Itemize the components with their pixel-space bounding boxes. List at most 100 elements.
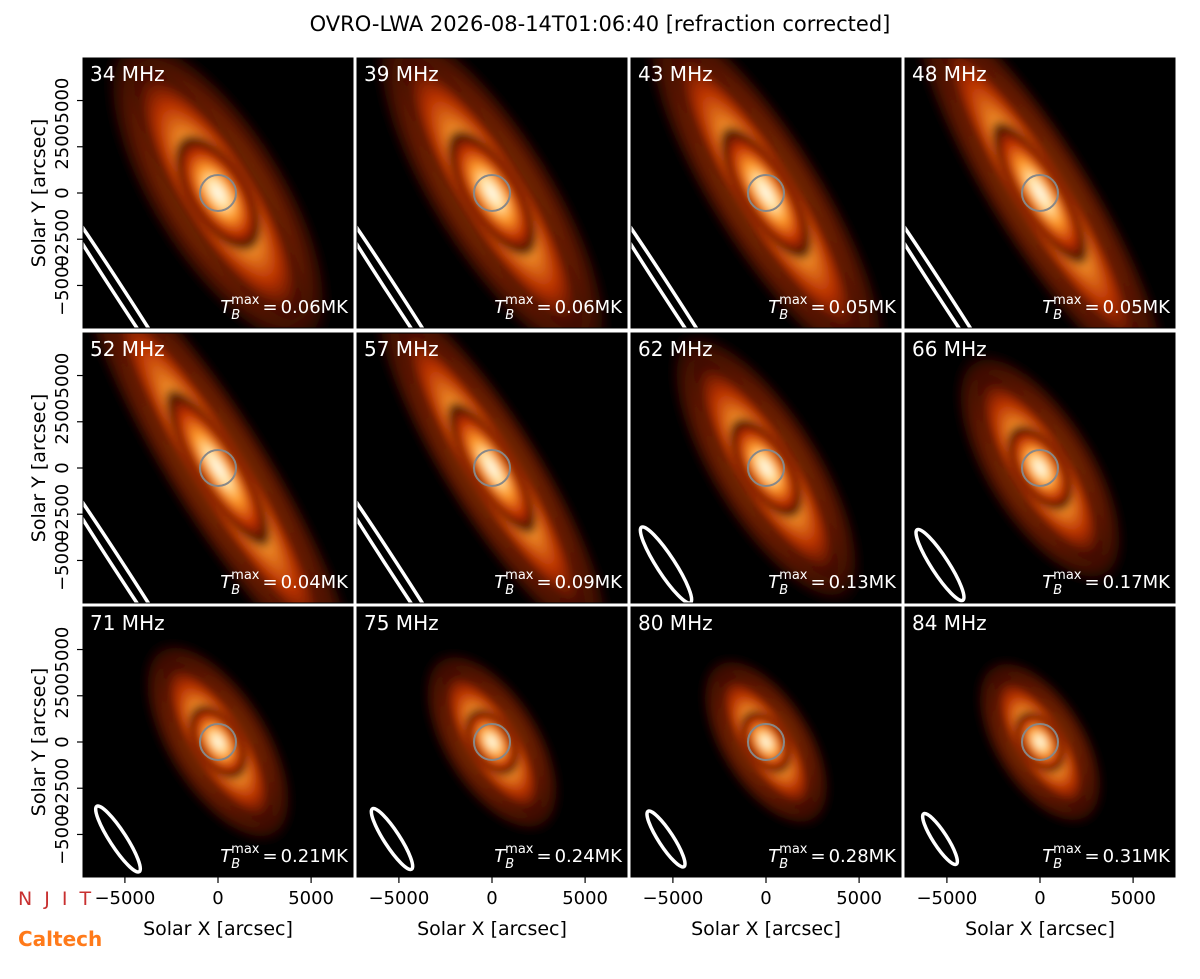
x-tick-label: 5000	[562, 888, 608, 909]
panel	[905, 58, 1175, 328]
y-axis-label: Solar Y [arcsec]	[28, 394, 50, 542]
solar-disk	[199, 174, 237, 212]
emission-center	[1014, 710, 1066, 774]
emission	[905, 58, 1175, 328]
tb-sub: B	[1053, 308, 1062, 323]
njit-logo: N J I T	[18, 888, 94, 910]
panel	[905, 333, 1175, 603]
beam	[920, 811, 960, 867]
emission	[367, 333, 617, 603]
emission-center	[990, 119, 1090, 267]
tb-value: 0.06MK	[281, 297, 350, 318]
x-tick-label: 5000	[836, 888, 882, 909]
tb-sub: B	[1053, 583, 1062, 598]
panel	[83, 58, 353, 328]
panel-frame	[904, 332, 1176, 604]
tb-equals: =	[1084, 846, 1099, 867]
y-tick-label: −2500	[52, 209, 73, 270]
tb-value: 0.05MK	[829, 297, 898, 318]
beam	[357, 170, 471, 328]
y-tick-label: 5000	[52, 78, 73, 124]
emission-center	[173, 133, 263, 253]
frequency-label: 80 MHz	[638, 611, 713, 635]
tb-sup: max	[505, 293, 534, 308]
beam	[905, 170, 1019, 328]
emission-center	[188, 703, 248, 781]
y-tick-label: 5000	[52, 353, 73, 399]
tb-equals: =	[536, 846, 551, 867]
emission-center	[1006, 424, 1074, 512]
tb-sup: max	[231, 293, 260, 308]
tb-max-label: TBmax = 0.06MK	[494, 293, 623, 323]
y-tick-label: 0	[52, 736, 73, 747]
tb-sup: max	[779, 568, 808, 583]
frequency-label: 34 MHz	[90, 62, 165, 86]
tb-sup: max	[505, 842, 534, 857]
y-tick-label: 2500	[52, 124, 73, 170]
emission	[698, 653, 834, 831]
frequency-label: 57 MHz	[364, 337, 439, 361]
x-axis-label: Solar X [arcsec]	[691, 918, 841, 940]
panel	[83, 333, 353, 603]
tb-symbol: T	[1042, 572, 1055, 593]
tb-sup: max	[231, 568, 260, 583]
panel	[357, 607, 627, 877]
frequency-label: 84 MHz	[912, 611, 987, 635]
beam	[93, 804, 143, 874]
tb-symbol: T	[1042, 846, 1055, 867]
tb-symbol: T	[220, 572, 233, 593]
beam	[914, 527, 966, 603]
tb-max-label: TBmax = 0.04MK	[220, 568, 349, 598]
tb-sub: B	[505, 308, 514, 323]
solar-disk	[199, 449, 237, 487]
tb-value: 0.28MK	[829, 846, 898, 867]
tb-sub: B	[1053, 857, 1062, 872]
beam	[631, 170, 745, 328]
x-tick-label: −5000	[94, 888, 155, 909]
y-tick-label: −5000	[52, 804, 73, 865]
tb-equals: =	[262, 297, 277, 318]
tb-value: 0.21MK	[281, 846, 350, 867]
tb-sub: B	[231, 857, 240, 872]
tb-max-label: TBmax = 0.24MK	[494, 842, 623, 872]
tb-equals: =	[1084, 297, 1099, 318]
x-tick-label: −5000	[642, 888, 703, 909]
solar-disk	[199, 723, 237, 761]
panel	[357, 58, 627, 328]
tb-sub: B	[231, 583, 240, 598]
emission-center	[446, 128, 538, 258]
tb-value: 0.17MK	[1103, 572, 1172, 593]
panel	[631, 607, 901, 877]
frequency-label: 62 MHz	[638, 337, 713, 361]
solar-disk	[747, 723, 785, 761]
tb-max-label: TBmax = 0.06MK	[220, 293, 349, 323]
x-tick-label: 0	[212, 888, 223, 909]
tb-symbol: T	[1042, 297, 1055, 318]
frequency-label: 39 MHz	[364, 62, 439, 86]
panel-frame	[356, 57, 628, 329]
tb-sub: B	[505, 857, 514, 872]
tb-sup: max	[1053, 293, 1082, 308]
panel	[357, 333, 627, 603]
solar-disk	[1021, 723, 1059, 761]
tb-equals: =	[810, 846, 825, 867]
tb-value: 0.24MK	[555, 846, 624, 867]
emission	[139, 637, 297, 847]
panel	[905, 607, 1175, 877]
tb-symbol: T	[220, 846, 233, 867]
figure-title: OVRO-LWA 2026-08-14T01:06:40 [refraction…	[310, 12, 891, 36]
tb-value: 0.06MK	[555, 297, 624, 318]
x-tick-label: 0	[1034, 888, 1045, 909]
solar-disk	[747, 174, 785, 212]
tb-sub: B	[779, 583, 788, 598]
y-tick-label: 5000	[52, 627, 73, 673]
tb-max-label: TBmax = 0.05MK	[1042, 293, 1171, 323]
x-axis-label: Solar X [arcsec]	[143, 918, 293, 940]
beam	[369, 806, 415, 872]
emission-center	[464, 707, 520, 777]
tb-sup: max	[779, 293, 808, 308]
x-tick-label: 0	[486, 888, 497, 909]
tb-sub: B	[231, 308, 240, 323]
frequency-label: 52 MHz	[90, 337, 165, 361]
